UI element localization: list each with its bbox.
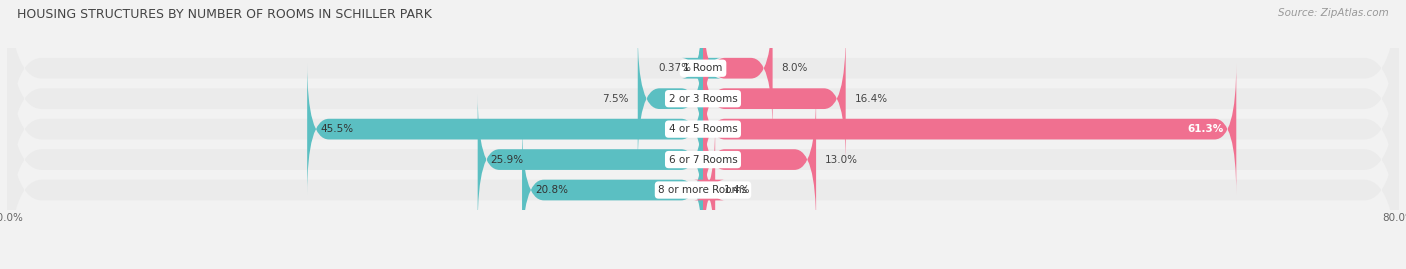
FancyBboxPatch shape: [7, 48, 1399, 269]
FancyBboxPatch shape: [638, 33, 703, 164]
Text: 45.5%: 45.5%: [321, 124, 353, 134]
Text: Source: ZipAtlas.com: Source: ZipAtlas.com: [1278, 8, 1389, 18]
Text: 20.8%: 20.8%: [536, 185, 568, 195]
FancyBboxPatch shape: [7, 18, 1399, 240]
Text: 16.4%: 16.4%: [855, 94, 887, 104]
Text: 6 or 7 Rooms: 6 or 7 Rooms: [669, 155, 737, 165]
Text: 25.9%: 25.9%: [491, 155, 524, 165]
Text: 1.4%: 1.4%: [724, 185, 751, 195]
Text: 0.37%: 0.37%: [658, 63, 692, 73]
FancyBboxPatch shape: [703, 63, 1236, 195]
FancyBboxPatch shape: [693, 124, 724, 256]
FancyBboxPatch shape: [7, 79, 1399, 269]
Text: 1 Room: 1 Room: [683, 63, 723, 73]
Text: 2 or 3 Rooms: 2 or 3 Rooms: [669, 94, 737, 104]
Text: 8.0%: 8.0%: [782, 63, 807, 73]
FancyBboxPatch shape: [703, 94, 815, 225]
Text: 13.0%: 13.0%: [825, 155, 858, 165]
FancyBboxPatch shape: [7, 0, 1399, 180]
FancyBboxPatch shape: [703, 2, 773, 134]
Text: 4 or 5 Rooms: 4 or 5 Rooms: [669, 124, 737, 134]
FancyBboxPatch shape: [703, 33, 845, 164]
FancyBboxPatch shape: [522, 124, 703, 256]
Text: 7.5%: 7.5%: [603, 94, 628, 104]
Text: 8 or more Rooms: 8 or more Rooms: [658, 185, 748, 195]
Text: HOUSING STRUCTURES BY NUMBER OF ROOMS IN SCHILLER PARK: HOUSING STRUCTURES BY NUMBER OF ROOMS IN…: [17, 8, 432, 21]
FancyBboxPatch shape: [682, 2, 721, 134]
Text: 61.3%: 61.3%: [1187, 124, 1223, 134]
FancyBboxPatch shape: [307, 63, 703, 195]
FancyBboxPatch shape: [478, 94, 703, 225]
FancyBboxPatch shape: [7, 0, 1399, 210]
